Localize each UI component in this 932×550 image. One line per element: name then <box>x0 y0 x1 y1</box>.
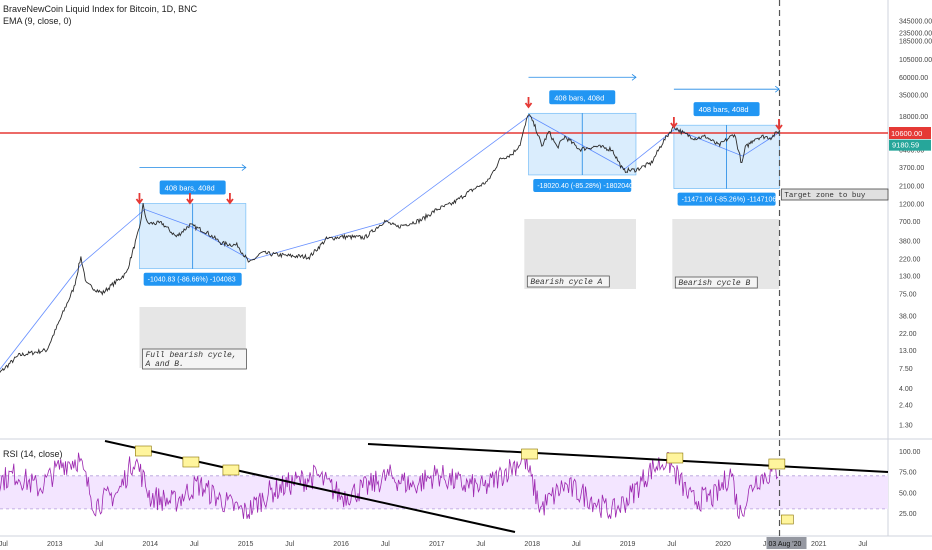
last-price-label: 9180.59 <box>892 141 919 150</box>
price-tick-label: 105000.00 <box>899 57 932 64</box>
time-tick-label: Jul <box>476 541 485 548</box>
price-tick-label: 1200.00 <box>899 202 924 209</box>
time-tick-label: 2013 <box>47 541 63 548</box>
target-zone-label: Target zone to buy <box>784 192 866 200</box>
cycle-note: Bearish cycle A <box>530 278 602 287</box>
time-tick-label: 2017 <box>429 541 445 548</box>
rsi-note-marker <box>135 445 152 457</box>
rsi-note-marker <box>521 448 538 460</box>
range-label: 408 bars, 408d <box>554 93 604 102</box>
top-marker-arrow <box>524 97 533 109</box>
rsi-note-marker <box>182 456 200 468</box>
price-tick-label: 380.00 <box>899 239 921 246</box>
price-tick-label: 60000.00 <box>899 75 928 82</box>
resistance-price-tag <box>889 127 931 139</box>
symbol-title: BraveNewCoin Liquid Index for Bitcoin, 1… <box>3 4 198 14</box>
range-label-box <box>549 90 616 105</box>
time-tick-label: 2016 <box>333 541 349 548</box>
top-marker-arrow <box>135 193 144 205</box>
top-marker-arrow <box>775 119 783 131</box>
range-arrow-head <box>241 164 247 171</box>
range-label-box <box>159 180 226 195</box>
time-tick-label: Jul <box>572 541 581 548</box>
price-series-line <box>0 114 780 373</box>
price-tick-label: 35000.00 <box>899 92 928 99</box>
price-tick-label: 2.40 <box>899 403 913 410</box>
rsi-tick-label: 100.00 <box>899 449 921 456</box>
date-tag-label: 03 Aug '20 <box>769 541 802 548</box>
time-tick-label: Jul <box>285 541 294 548</box>
time-tick-label: 2014 <box>142 541 158 548</box>
top-marker-arrow <box>226 193 234 205</box>
time-tick-label: Jul <box>667 541 676 548</box>
price-tick-label: 235000.00 <box>899 31 932 38</box>
last-price-tag <box>889 139 931 151</box>
price-tick-label: 6400.00 <box>899 147 924 154</box>
time-tick-label: 2015 <box>238 541 254 548</box>
rsi-note-marker <box>222 464 240 476</box>
time-tick-label: Jul <box>381 541 390 548</box>
cycle-note-box <box>674 276 758 289</box>
time-tick-label: 2020 <box>715 541 731 548</box>
current-date-tag <box>766 537 807 549</box>
price-tick-label: 130.00 <box>899 273 921 280</box>
delta-label-box <box>677 192 776 206</box>
target-zone-box <box>780 188 889 201</box>
rsi-note-marker <box>781 514 794 525</box>
rsi-note-marker <box>666 452 684 464</box>
delta-label-box <box>143 272 242 286</box>
time-tick-label: 2018 <box>524 541 540 548</box>
resistance-price-label: 10600.00 <box>891 129 922 138</box>
delta-label-box <box>533 178 632 192</box>
delta-label: -18020.40 (-85.28%) -1802040 <box>537 183 633 190</box>
time-tick-label: Jul <box>190 541 199 548</box>
rsi-tick-label: 25.00 <box>899 511 917 518</box>
cycle-note-box <box>526 275 610 288</box>
price-tick-label: 3700.00 <box>899 165 924 172</box>
rsi-legend: RSI (14, close) <box>3 449 63 459</box>
price-tick-label: 18000.00 <box>899 114 928 121</box>
price-tick-label: 7.50 <box>899 366 913 373</box>
cycle-note: A and B. <box>144 360 183 369</box>
rsi-tick-label: 75.00 <box>899 470 917 477</box>
rsi-note-marker <box>768 458 786 470</box>
price-tick-label: 2100.00 <box>899 183 924 190</box>
price-tick-label: 185000.00 <box>899 38 932 45</box>
price-tick-label: 22.00 <box>899 331 917 338</box>
top-marker-arrow <box>670 117 678 129</box>
price-tick-label: 4.00 <box>899 386 913 393</box>
cycle-note-box <box>142 348 247 370</box>
price-tick-label: 13.00 <box>899 348 917 355</box>
price-tick-label: 345000.00 <box>899 18 932 25</box>
price-tick-label: 75.00 <box>899 291 917 298</box>
delta-label: -11471.06 (-85.26%) -1147106 <box>682 197 777 204</box>
rsi-tick-label: 50.00 <box>899 490 917 497</box>
ema-legend: EMA (9, close, 0) <box>3 16 72 26</box>
price-tick-label: 220.00 <box>899 256 921 263</box>
rsi-band <box>0 475 888 509</box>
cycle-note: Full bearish cycle, <box>145 351 236 360</box>
rsi-line <box>0 452 779 520</box>
range-arrow-head <box>631 73 637 81</box>
range-label: 408 bars, 408d <box>165 184 215 193</box>
rsi-trendline-resistance <box>367 443 889 473</box>
top-marker-arrow <box>186 193 194 205</box>
time-tick-label: Jul <box>858 541 867 548</box>
price-tick-label: 38.00 <box>899 313 917 320</box>
time-tick-label: Jul <box>0 541 8 548</box>
cycle-note: Bearish cycle B <box>678 279 750 288</box>
price-tick-label: 1.30 <box>899 423 913 430</box>
range-label: 408 bars, 408d <box>699 105 749 114</box>
range-label-box <box>693 102 760 117</box>
range-arrow-head <box>775 85 780 93</box>
time-tick-label: Jul <box>94 541 103 548</box>
rsi-trendline-down <box>104 440 516 533</box>
time-tick-label: 2021 <box>811 541 827 548</box>
price-tick-label: 700.00 <box>899 219 921 226</box>
delta-label: -1040.83 (-86.66%) -104083 <box>148 277 236 284</box>
time-tick-label: 2019 <box>620 541 636 548</box>
